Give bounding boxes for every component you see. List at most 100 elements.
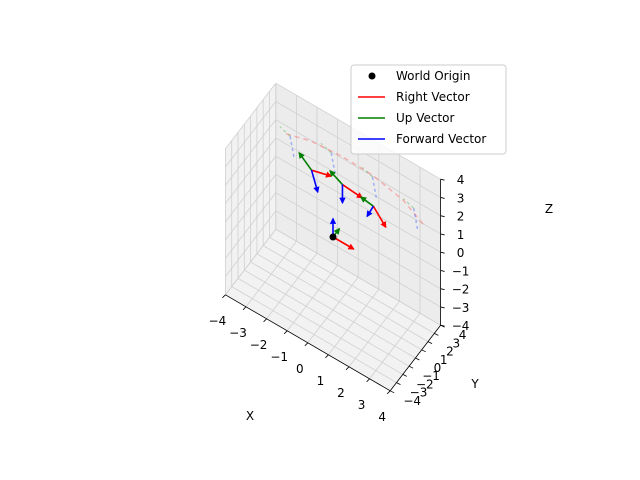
x-tick-mark bbox=[304, 342, 309, 347]
grid-line bbox=[275, 155, 441, 253]
x-tick-mark bbox=[366, 378, 370, 383]
legend: World Origin Right Vector Up Vector Forw… bbox=[350, 64, 507, 155]
grid-line bbox=[225, 137, 277, 204]
grid-line bbox=[225, 101, 277, 168]
legend-label-up-vector: Up Vector bbox=[396, 111, 455, 125]
legend-label-forward-vector: Forward Vector bbox=[396, 132, 486, 146]
up-vector-arrow bbox=[329, 170, 344, 186]
x-tick-label: 3 bbox=[358, 398, 366, 412]
grid-line bbox=[256, 253, 422, 351]
ghost-path-line bbox=[285, 133, 425, 226]
y-tick-mark bbox=[427, 341, 433, 344]
z-tick-label: −2 bbox=[452, 283, 470, 297]
y-tick-mark bbox=[434, 333, 439, 336]
y-axis-label: Y bbox=[470, 377, 479, 391]
x-tick-label: 4 bbox=[378, 410, 386, 424]
grid-line bbox=[225, 119, 277, 186]
y-tick-label: −3 bbox=[410, 386, 428, 400]
x-tick-label: 0 bbox=[296, 362, 304, 376]
y-tick-label: −4 bbox=[403, 394, 421, 408]
z-tick-label: −3 bbox=[452, 301, 470, 315]
y-tick-label: 3 bbox=[452, 336, 460, 350]
y-tick-mark bbox=[396, 382, 401, 385]
ghost-forward-vector bbox=[289, 136, 295, 159]
right-vector-arrow bbox=[342, 183, 364, 199]
z-tick-label: 0 bbox=[457, 246, 465, 260]
z-tick-label: 3 bbox=[457, 191, 465, 205]
grid-line bbox=[262, 245, 429, 342]
x-tick-label: −2 bbox=[250, 338, 268, 352]
x-tick-mark bbox=[386, 390, 391, 395]
x-axis-label: X bbox=[246, 409, 254, 423]
grid-line bbox=[225, 155, 277, 223]
ghost-forward-vector bbox=[371, 176, 378, 200]
x-tick-label: −3 bbox=[229, 326, 247, 340]
legend-box bbox=[350, 64, 507, 155]
ghost-up-vector bbox=[361, 166, 373, 178]
z-tick-mark bbox=[440, 288, 445, 291]
axes-edges bbox=[222, 178, 445, 395]
up-vector-arrow bbox=[298, 151, 313, 171]
z-tick-label: 1 bbox=[457, 228, 465, 242]
ghost-up-vector bbox=[320, 142, 332, 154]
forward-vector-arrow bbox=[310, 169, 320, 194]
axis-labels: X Y Z bbox=[246, 202, 553, 423]
x-tick-label: 2 bbox=[337, 386, 345, 400]
grid-line bbox=[348, 300, 400, 368]
grid-line bbox=[275, 119, 441, 217]
x-tick-mark bbox=[325, 354, 329, 359]
x-tick-mark bbox=[345, 366, 350, 371]
right-vector-arrow bbox=[372, 205, 387, 229]
camera-frames bbox=[298, 151, 387, 250]
ghost-forward-vector bbox=[412, 208, 419, 231]
z-tick-mark bbox=[440, 233, 445, 236]
z-tick-mark bbox=[440, 215, 445, 218]
grid-line bbox=[250, 261, 416, 359]
z-tick-mark bbox=[440, 178, 445, 181]
y-tick-label: −2 bbox=[416, 377, 434, 391]
x-tick-mark bbox=[222, 294, 226, 299]
y-tick-label: 0 bbox=[434, 361, 442, 375]
z-axis-label: Z bbox=[545, 202, 553, 216]
up-vector-arrow bbox=[359, 196, 374, 207]
y-tick-mark bbox=[421, 349, 426, 353]
right-vector-arrow bbox=[332, 236, 355, 250]
z-tick-mark bbox=[440, 306, 445, 309]
z-tick-mark bbox=[440, 251, 445, 254]
y-tick-mark bbox=[415, 357, 420, 361]
y-tick-mark bbox=[440, 324, 445, 328]
x-tick-label: −4 bbox=[209, 314, 227, 328]
z-tick-label: −4 bbox=[452, 319, 470, 333]
y-tick-mark bbox=[408, 365, 414, 369]
x-tick-label: 1 bbox=[317, 374, 325, 388]
y-tick-mark bbox=[402, 374, 407, 377]
z-tick-label: 2 bbox=[457, 210, 465, 224]
forward-vector-arrow bbox=[366, 205, 375, 218]
y-tick-label: −1 bbox=[422, 369, 440, 383]
grid-line bbox=[328, 288, 380, 356]
z-tick-mark bbox=[440, 197, 445, 199]
world-origin-point bbox=[329, 233, 337, 241]
y-tick-label: 2 bbox=[446, 345, 454, 359]
y-tick-label: 1 bbox=[440, 353, 448, 367]
z-tick-label: 4 bbox=[457, 173, 465, 187]
grid-line bbox=[369, 312, 421, 380]
ghost-up-vector bbox=[402, 198, 415, 209]
right-vector-arrow bbox=[311, 169, 333, 178]
y-tick-label: 4 bbox=[459, 328, 467, 342]
y-tick-mark bbox=[390, 390, 395, 394]
legend-marker-world-origin bbox=[368, 72, 376, 80]
z-tick-mark bbox=[440, 270, 445, 272]
legend-label-right-vector: Right Vector bbox=[396, 90, 470, 104]
grid-line bbox=[225, 82, 277, 150]
x-tick-mark bbox=[283, 330, 288, 335]
x-tick-mark bbox=[263, 318, 267, 323]
grid-line bbox=[269, 237, 435, 334]
x-tick-mark bbox=[242, 306, 247, 311]
legend-label-world-origin: World Origin bbox=[396, 69, 470, 83]
ghost-up-vector bbox=[279, 126, 291, 137]
x-tick-label: −1 bbox=[270, 350, 288, 364]
z-tick-label: −1 bbox=[452, 264, 470, 278]
